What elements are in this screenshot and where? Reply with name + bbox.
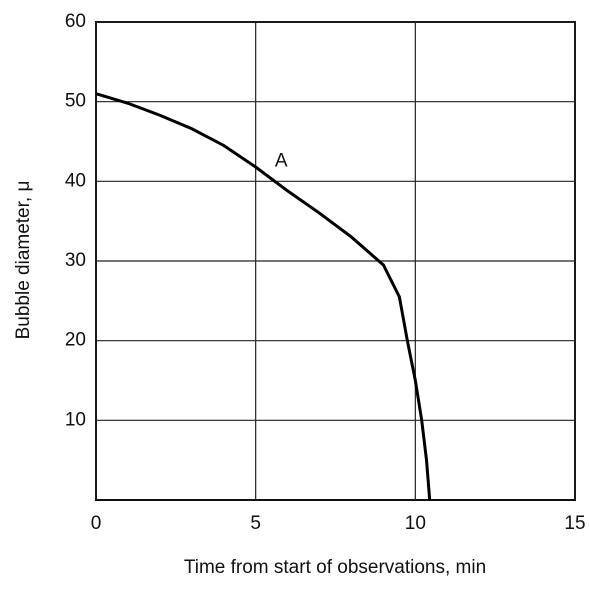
annotation: A [275, 150, 288, 171]
x-tick-label: 15 [564, 513, 585, 534]
y-tick-label: 50 [65, 91, 86, 112]
y-tick-label: 60 [65, 11, 86, 32]
y-tick-label: 40 [65, 170, 86, 191]
y-tick-label: 20 [65, 330, 86, 351]
x-axis-label: Time from start of observations, min [184, 557, 486, 578]
x-tick-label: 10 [405, 513, 426, 534]
y-axis-label: Bubble diameter, μ [13, 181, 34, 340]
x-tick-label: 0 [91, 513, 102, 534]
y-tick-label: 30 [65, 250, 86, 271]
data-line [95, 92, 432, 501]
x-tick-label: 5 [250, 513, 261, 534]
y-tick-label: 10 [65, 409, 86, 430]
